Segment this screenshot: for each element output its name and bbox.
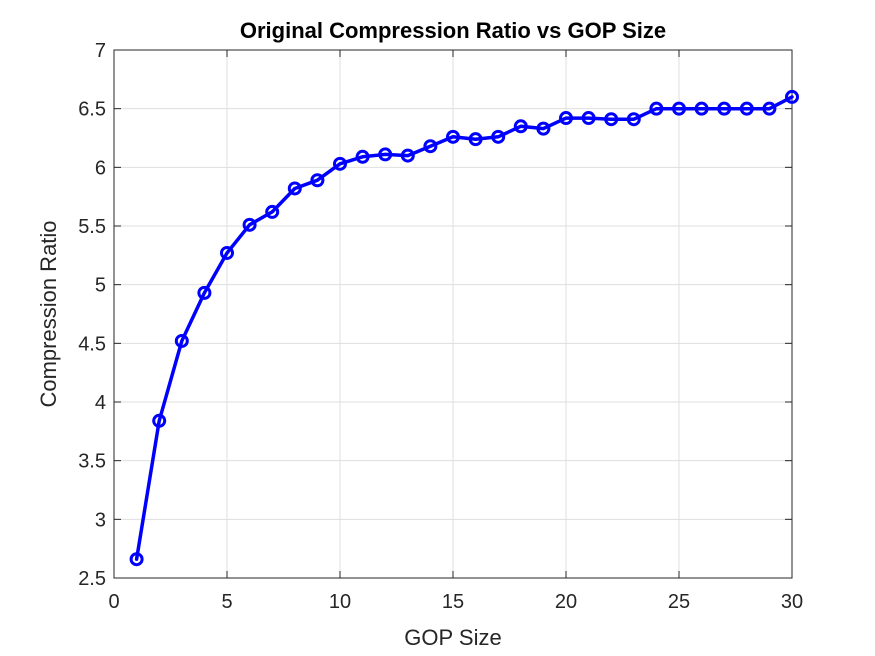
data-point bbox=[717, 101, 732, 116]
y-tick-label: 5 bbox=[95, 275, 106, 297]
data-point bbox=[174, 333, 189, 348]
y-tick-label: 4.5 bbox=[78, 333, 106, 355]
series bbox=[129, 89, 799, 567]
data-point bbox=[649, 101, 664, 116]
data-point bbox=[604, 112, 619, 127]
data-point bbox=[536, 121, 551, 136]
data-point bbox=[739, 101, 754, 116]
data-point bbox=[785, 89, 799, 104]
x-tick-label: 25 bbox=[668, 591, 690, 613]
y-tick-label: 5.5 bbox=[78, 216, 106, 238]
data-point bbox=[242, 217, 257, 232]
x-tick-label: 5 bbox=[221, 591, 232, 613]
data-point bbox=[265, 204, 280, 219]
y-tick-label: 2.5 bbox=[78, 568, 106, 590]
x-tick-label: 15 bbox=[442, 591, 464, 613]
data-point bbox=[287, 181, 302, 196]
series-line bbox=[134, 95, 794, 561]
x-tick-label: 30 bbox=[781, 591, 803, 613]
y-tick-label: 7 bbox=[95, 40, 106, 62]
grid bbox=[113, 49, 793, 579]
data-point bbox=[468, 132, 483, 147]
data-point bbox=[152, 413, 167, 428]
y-tick-label: 6.5 bbox=[78, 99, 106, 121]
y-tick-label: 3 bbox=[95, 509, 106, 531]
data-point bbox=[672, 101, 686, 116]
data-point bbox=[581, 111, 596, 126]
data-point bbox=[129, 552, 144, 567]
x-tick-label: 20 bbox=[555, 591, 577, 613]
x-axis-label: GOP Size bbox=[404, 625, 501, 650]
data-point bbox=[626, 112, 641, 127]
data-point bbox=[446, 129, 460, 144]
data-point bbox=[197, 285, 212, 300]
y-tick-label: 6 bbox=[95, 157, 106, 179]
data-point bbox=[400, 148, 415, 163]
data-point bbox=[423, 139, 438, 154]
data-point bbox=[694, 101, 709, 116]
x-tick-label: 10 bbox=[329, 591, 351, 613]
data-point bbox=[762, 101, 777, 116]
y-axis-label: Compression Ratio bbox=[36, 220, 61, 407]
data-point bbox=[220, 245, 234, 260]
y-tick-label: 3.5 bbox=[78, 451, 106, 473]
axes-ticks: 0 5 10 15 20 25 30 2.5 3 3.5 4 4.5 5 5.5 6 6.5 7 bbox=[78, 40, 803, 613]
data-point bbox=[491, 129, 506, 144]
data-point bbox=[513, 119, 528, 134]
y-tick-label: 4 bbox=[95, 392, 106, 414]
data-point bbox=[310, 173, 325, 188]
x-tick-label: 0 bbox=[108, 591, 119, 613]
data-point bbox=[333, 156, 347, 171]
data-point bbox=[355, 149, 370, 164]
chart-title: Original Compression Ratio vs GOP Size bbox=[240, 18, 666, 43]
data-point bbox=[378, 147, 393, 162]
data-point bbox=[559, 111, 573, 126]
